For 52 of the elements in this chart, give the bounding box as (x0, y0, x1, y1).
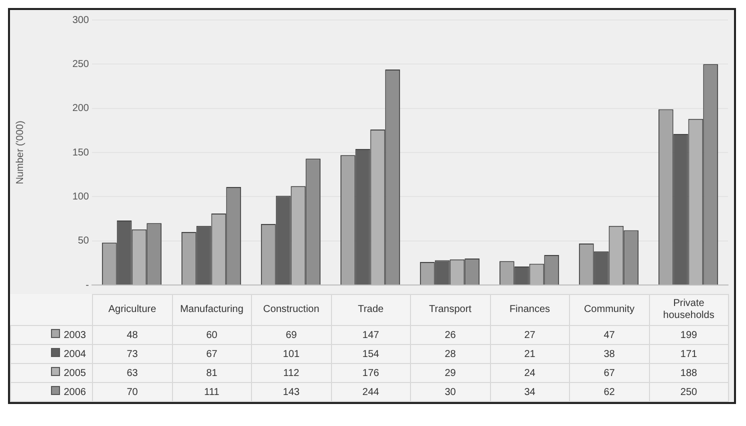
data-label: 111 (172, 382, 252, 402)
data-label: 70 (92, 382, 172, 402)
x-tick-label: Private households (649, 294, 728, 326)
data-label: 147 (331, 326, 410, 344)
data-label: 188 (649, 364, 728, 382)
data-label: 38 (570, 344, 649, 364)
x-tick-label: Community (570, 294, 649, 326)
data-label: 73 (92, 344, 172, 364)
y-tick-label: 50 (78, 236, 90, 247)
data-label: 67 (570, 364, 649, 382)
y-tick-label: 200 (72, 103, 90, 114)
legend-label: 2005 (64, 368, 86, 379)
y-axis-title: Number ('000) (14, 120, 26, 184)
x-tick-label: Construction (252, 294, 331, 326)
data-label: 143 (252, 382, 331, 402)
y-tick-label: 250 (72, 58, 90, 70)
data-label: 34 (490, 382, 570, 402)
data-label: 112 (252, 364, 331, 382)
y-tick-label: 300 (72, 14, 90, 26)
data-label: 30 (410, 382, 490, 402)
data-label: 244 (331, 382, 410, 402)
data-label: 81 (172, 364, 252, 382)
data-label: 28 (410, 344, 490, 364)
data-label: 176 (331, 364, 410, 382)
data-label: 154 (331, 344, 410, 364)
data-label: 67 (172, 344, 252, 364)
legend-label: 2006 (64, 387, 86, 398)
y-tick-label: 100 (72, 191, 90, 202)
x-tick-label: Agriculture (92, 294, 172, 326)
x-tick-label: Manufacturing (172, 294, 252, 326)
x-tick-label: Trade (331, 294, 410, 326)
data-label: 21 (490, 344, 570, 364)
data-label: 48 (92, 326, 172, 344)
data-label: 27 (490, 326, 570, 344)
data-label: 29 (410, 364, 490, 382)
y-tick-label: - (86, 280, 89, 291)
data-label: 60 (172, 326, 252, 344)
data-label: 69 (252, 326, 331, 344)
data-label: 62 (570, 382, 649, 402)
data-label: 101 (252, 344, 331, 364)
data-label: 63 (92, 364, 172, 382)
data-label: 250 (649, 382, 728, 402)
x-tick-label: Finances (490, 294, 570, 326)
data-label: 199 (649, 326, 728, 344)
x-tick-label: Transport (410, 294, 490, 326)
data-label: 26 (410, 326, 490, 344)
legend-label: 2004 (64, 349, 86, 360)
data-label: 47 (570, 326, 649, 344)
legend-label: 2003 (64, 330, 86, 341)
data-label: 24 (490, 364, 570, 382)
data-label: 171 (649, 344, 728, 364)
y-tick-label: 150 (72, 147, 90, 158)
